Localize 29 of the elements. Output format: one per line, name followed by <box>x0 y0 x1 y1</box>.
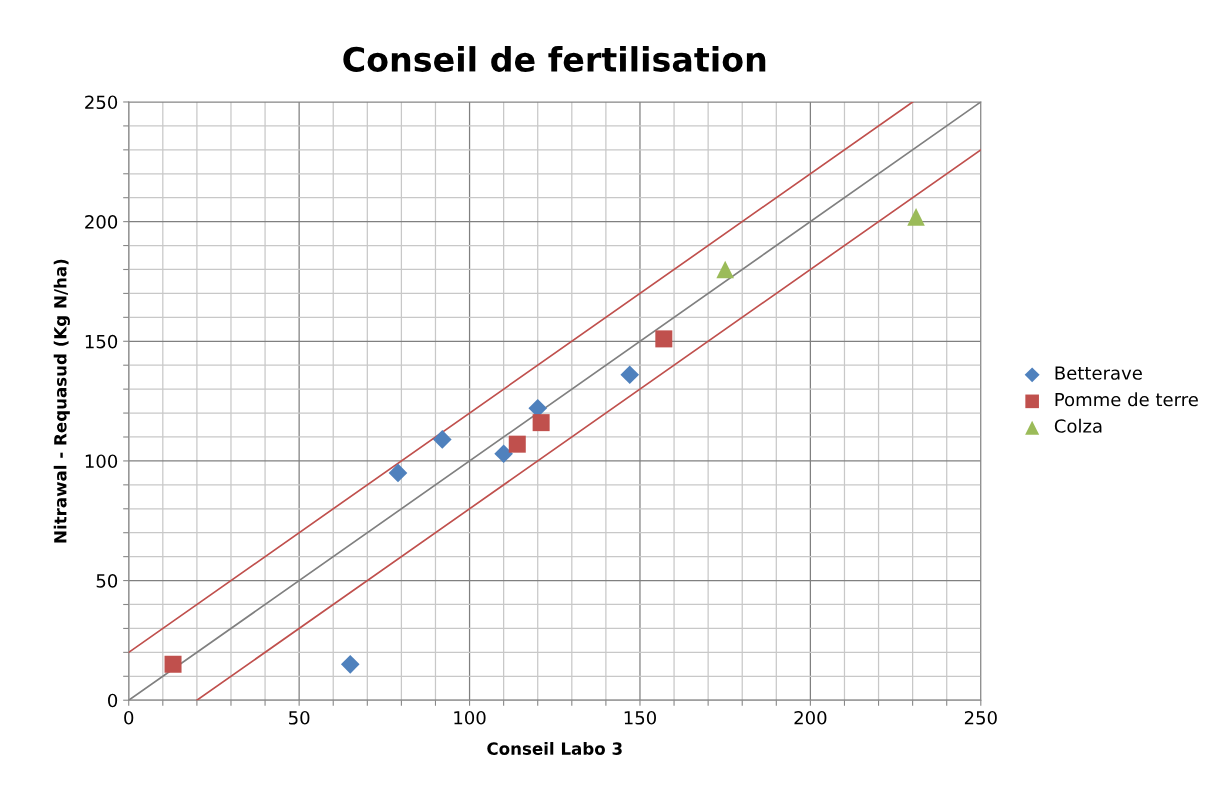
y-tick-label: 0 <box>108 693 118 708</box>
point <box>716 260 734 279</box>
legend-label: Pomme de terre <box>1055 392 1198 407</box>
point <box>164 655 182 673</box>
point <box>655 330 673 348</box>
x-tick-label: 250 <box>964 710 997 725</box>
point <box>494 444 513 464</box>
point <box>907 208 925 226</box>
legend-label: Colza <box>1054 418 1102 433</box>
x-axis-title: Conseil Labo 3 <box>487 742 622 755</box>
point <box>508 435 526 453</box>
y-tick-label: 50 <box>96 574 118 588</box>
point <box>432 430 452 449</box>
y-tick-label: 200 <box>85 215 118 229</box>
point <box>620 365 640 385</box>
x-tick-label: 100 <box>454 710 486 725</box>
x-tick-label: 200 <box>794 710 827 725</box>
y-tick-label: 100 <box>85 454 118 469</box>
y-axis-title: Nitrawal - Requasud (Kg N/ha) <box>53 259 70 543</box>
x-tick-label: 150 <box>624 710 656 725</box>
x-tick-label: 0 <box>124 710 134 725</box>
point <box>340 655 360 674</box>
point <box>532 414 550 432</box>
point <box>388 463 408 483</box>
chart-title: Conseil de fertilisation <box>343 46 766 72</box>
x-tick-label: 50 <box>289 710 310 725</box>
y-tick-label: 150 <box>85 334 118 349</box>
y-tick-label: 250 <box>85 95 118 110</box>
legend-label: Betterave <box>1055 366 1142 380</box>
